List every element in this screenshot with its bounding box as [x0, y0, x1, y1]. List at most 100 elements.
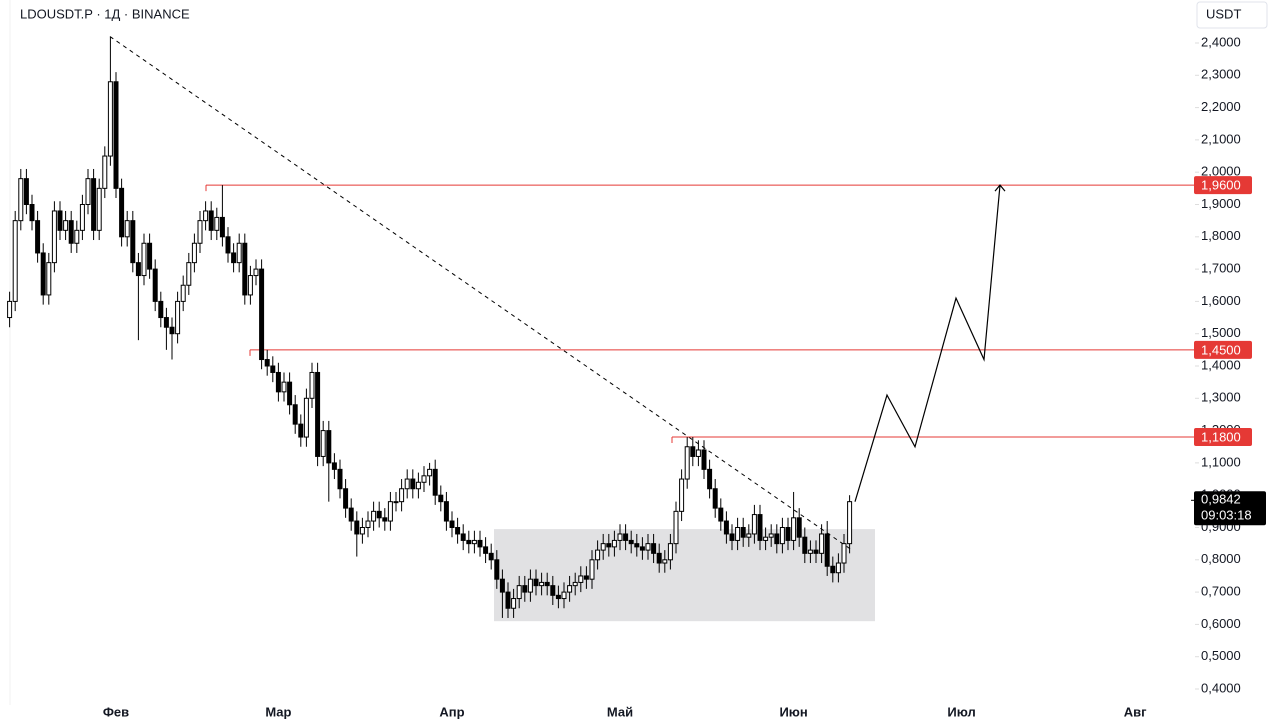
candle-body — [331, 462, 337, 470]
currency-label[interactable]: USDT — [1206, 6, 1241, 21]
y-tick-label: 1,6000 — [1201, 293, 1241, 308]
candle-body — [343, 488, 349, 509]
candle-body — [57, 210, 63, 231]
candle-body — [135, 262, 141, 277]
countdown-label: 09:03:18 — [1201, 508, 1252, 523]
candle-body — [544, 581, 550, 587]
candle-body — [51, 210, 57, 264]
candle-body — [281, 381, 287, 393]
candle-body — [488, 552, 494, 561]
candle-body — [679, 478, 685, 512]
candle-body — [186, 262, 192, 286]
candle-body — [460, 533, 466, 541]
candle-body — [735, 527, 741, 541]
projection-arrowhead — [994, 184, 1006, 192]
candle-body — [298, 423, 304, 438]
candle-body — [684, 446, 690, 480]
candle-body — [796, 517, 802, 538]
trendline — [109, 36, 853, 551]
candle-body — [645, 543, 651, 551]
candle-body — [175, 300, 181, 335]
candle-body — [259, 268, 265, 361]
y-tick-label: 1,7000 — [1201, 261, 1241, 276]
candle-body — [499, 578, 505, 593]
x-tick-label: Апр — [439, 704, 464, 719]
candle-body — [695, 449, 701, 457]
currency-button[interactable] — [1196, 1, 1268, 29]
candle-body — [617, 533, 623, 541]
candle-body — [572, 581, 578, 587]
candle-body — [740, 527, 746, 538]
candle-body — [723, 520, 729, 535]
candle-body — [113, 81, 119, 189]
candle-body — [158, 300, 164, 319]
candle-body — [774, 533, 780, 545]
candle-body — [163, 317, 169, 328]
candle-body — [96, 187, 102, 231]
level-label: 1,4500 — [1201, 342, 1241, 357]
candle-body — [130, 220, 136, 264]
candle-body — [455, 527, 461, 535]
candle-body — [247, 275, 253, 296]
y-tick-label: 2,2000 — [1201, 99, 1241, 114]
candle-body — [197, 220, 203, 244]
candle-body — [236, 242, 242, 264]
candle-body — [371, 510, 377, 522]
candle-body — [40, 252, 46, 296]
x-tick-label: Фев — [103, 704, 129, 719]
candle-body — [315, 371, 321, 457]
candle-body — [690, 446, 696, 457]
candle-body — [354, 520, 360, 535]
candle-body — [169, 326, 175, 335]
candle-body — [253, 268, 259, 277]
candle-body — [393, 501, 399, 504]
candle-body — [320, 430, 326, 457]
y-tick-label: 1,1000 — [1201, 454, 1241, 469]
x-tick-label: Авг — [1124, 704, 1147, 719]
candle-body — [841, 543, 847, 564]
candle-body — [68, 220, 74, 244]
candle-body — [533, 578, 539, 587]
candle-body — [477, 539, 483, 548]
candle-body — [415, 481, 421, 490]
candle-body — [701, 449, 707, 470]
range-zone — [494, 529, 875, 622]
candle-body — [583, 575, 589, 580]
candle-body — [662, 559, 668, 564]
candle-body — [264, 359, 270, 367]
candle-body — [527, 578, 533, 593]
candle-body — [270, 365, 276, 373]
last-price-badge — [1194, 491, 1266, 526]
level-badge — [1194, 176, 1252, 195]
candle-body — [214, 216, 220, 231]
y-tick-label: 1,8000 — [1201, 228, 1241, 243]
candle-body — [667, 543, 673, 561]
candle-body — [309, 371, 315, 399]
candle-body — [410, 478, 416, 490]
candle-body — [707, 468, 713, 490]
candle-body — [63, 220, 69, 231]
candle-body — [438, 494, 444, 503]
candle-body — [550, 585, 556, 596]
x-tick-label: Май — [607, 704, 633, 719]
candle-body — [757, 514, 763, 541]
candle-body — [292, 404, 298, 425]
y-tick-label: 2,4000 — [1201, 34, 1241, 49]
y-tick-label: 1,4000 — [1201, 357, 1241, 372]
candle-body — [595, 549, 601, 561]
candle-body — [225, 236, 231, 254]
candle-body — [376, 510, 382, 519]
candle-body — [606, 543, 612, 548]
candle-body — [471, 539, 477, 545]
y-tick-label: 0,5000 — [1201, 648, 1241, 663]
candle-body — [303, 397, 309, 438]
candle-body — [107, 81, 113, 157]
candle-body — [600, 543, 606, 551]
candle-body — [79, 204, 85, 231]
chart-title: LDOUSDT.P · 1Д · BINANCE — [20, 6, 190, 21]
candle-body — [589, 559, 595, 580]
candle-body — [768, 533, 774, 538]
candle-body — [242, 242, 248, 296]
y-tick-label: 1,5000 — [1201, 325, 1241, 340]
